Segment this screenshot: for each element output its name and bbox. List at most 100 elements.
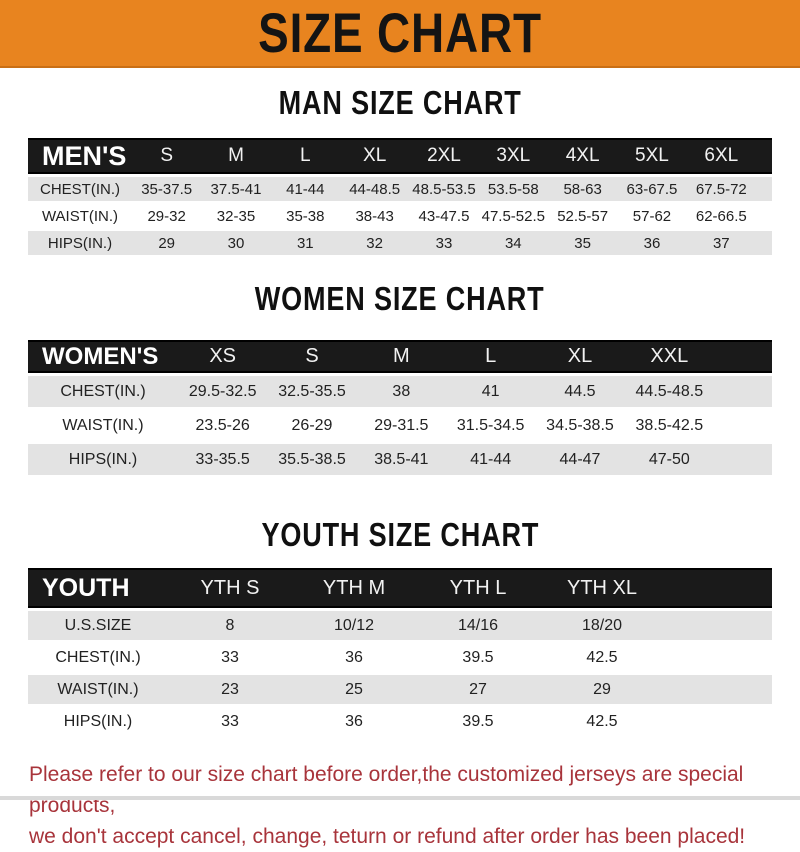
measurement-value: 36 (617, 231, 687, 255)
spacer-cell (664, 568, 772, 608)
size-column-header: L (445, 340, 536, 373)
measurement-value: 58-63 (547, 177, 618, 201)
size-column-header: YTH M (292, 568, 416, 608)
measurement-label: HIPS(IN.) (28, 231, 132, 255)
measurement-value: 44-48.5 (339, 177, 410, 201)
measurement-value: 33 (168, 643, 292, 672)
measurement-row: CHEST(IN.) 35-37.5 37.5-41 41-44 44-48.5 48.5… (28, 177, 772, 201)
measurement-value: 34 (478, 231, 548, 255)
measurement-value: 26-29 (267, 410, 357, 441)
size-column-header: XL (535, 340, 625, 373)
measurement-label: CHEST(IN.) (28, 376, 178, 407)
measurement-value: 33-35.5 (178, 444, 268, 475)
size-column-header: 5XL (617, 138, 687, 174)
measurement-value: 57-62 (617, 204, 687, 228)
women-size-chart-section: WOMEN SIZE CHART WOMEN'S XS S M L XL XXL CHEST(… (0, 282, 800, 478)
measurement-value: 29 (540, 675, 664, 704)
measurement-value: 37 (686, 231, 756, 255)
measurement-value: 41-44 (270, 177, 340, 201)
table-header-row: YOUTH YTH S YTH M YTH L YTH XL (28, 568, 772, 608)
youth-section-heading: YOUTH SIZE CHART (261, 516, 539, 553)
measurement-value: 29-32 (132, 204, 202, 228)
measurement-value: 38.5-42.5 (624, 410, 714, 441)
measurement-value: 38.5-41 (356, 444, 446, 475)
youth-size-chart-section: YOUTH SIZE CHART YOUTH YTH S YTH M YTH L YTH… (0, 518, 800, 739)
measurement-label: HIPS(IN.) (28, 444, 178, 475)
measurement-value: 29 (132, 231, 202, 255)
measurement-value: 37.5-41 (201, 177, 271, 201)
measurement-row: HIPS(IN.) 33 36 39.5 42.5 (28, 707, 772, 736)
spacer-cell (664, 675, 772, 704)
order-disclaimer: Please refer to our size chart before or… (25, 759, 775, 852)
table-corner-label: YOUTH (28, 568, 168, 608)
size-column-header: XS (178, 340, 268, 373)
measurement-label: U.S.SIZE (28, 611, 168, 640)
measurement-row: WAIST(IN.) 29-32 32-35 35-38 38-43 43-47.5 47.… (28, 204, 772, 228)
measurement-value: 14/16 (416, 611, 540, 640)
table-corner-label: WOMEN'S (28, 340, 178, 373)
measurement-value: 35 (547, 231, 618, 255)
measurement-value: 44-47 (535, 444, 625, 475)
youth-size-table: YOUTH YTH S YTH M YTH L YTH XL U.S.SIZE 8 10/12… (28, 565, 772, 739)
measurement-value: 32.5-35.5 (267, 376, 357, 407)
measurement-value: 27 (416, 675, 540, 704)
measurement-row: U.S.SIZE 8 10/12 14/16 18/20 (28, 611, 772, 640)
spacer-cell (714, 444, 772, 475)
measurement-value: 31.5-34.5 (445, 410, 536, 441)
measurement-value: 43-47.5 (409, 204, 479, 228)
measurement-value: 42.5 (540, 643, 664, 672)
measurement-value: 29.5-32.5 (178, 376, 268, 407)
measurement-row: CHEST(IN.) 33 36 39.5 42.5 (28, 643, 772, 672)
size-column-header: YTH L (416, 568, 540, 608)
table-corner-label: MEN'S (28, 138, 132, 174)
measurement-value: 25 (292, 675, 416, 704)
measurement-value: 48.5-53.5 (409, 177, 479, 201)
measurement-value: 35.5-38.5 (267, 444, 357, 475)
spacer-cell (714, 340, 772, 373)
measurement-row: WAIST(IN.) 23 25 27 29 (28, 675, 772, 704)
spacer-cell (756, 204, 772, 228)
measurement-value: 31 (270, 231, 340, 255)
measurement-value: 42.5 (540, 707, 664, 736)
disclaimer-line-2: we don't accept cancel, change, teturn o… (29, 825, 746, 848)
size-column-header: XL (339, 138, 410, 174)
measurement-label: WAIST(IN.) (28, 675, 168, 704)
table-header-row: MEN'S S M L XL 2XL 3XL 4XL 5XL 6XL (28, 138, 772, 174)
measurement-value: 23 (168, 675, 292, 704)
measurement-value: 39.5 (416, 643, 540, 672)
measurement-row: WAIST(IN.) 23.5-26 26-29 29-31.5 31.5-34.5 34… (28, 410, 772, 441)
table-header-row: WOMEN'S XS S M L XL XXL (28, 340, 772, 373)
size-column-header: 6XL (686, 138, 756, 174)
measurement-label: CHEST(IN.) (28, 177, 132, 201)
measurement-value: 41-44 (445, 444, 536, 475)
size-column-header: 4XL (547, 138, 618, 174)
measurement-value: 52.5-57 (547, 204, 618, 228)
measurement-row: HIPS(IN.) 29 30 31 32 33 34 35 36 37 (28, 231, 772, 255)
mens-size-table: MEN'S S M L XL 2XL 3XL 4XL 5XL 6XL CHEST(IN.) 35-37… (28, 135, 772, 258)
measurement-value: 38 (356, 376, 446, 407)
measurement-value: 44.5-48.5 (624, 376, 714, 407)
measurement-value: 33 (409, 231, 479, 255)
spacer-cell (756, 138, 772, 174)
spacer-cell (664, 707, 772, 736)
measurement-value: 38-43 (339, 204, 410, 228)
measurement-value: 30 (201, 231, 271, 255)
spacer-cell (714, 376, 772, 407)
measurement-value: 35-37.5 (132, 177, 202, 201)
measurement-value: 47-50 (624, 444, 714, 475)
measurement-value: 36 (292, 707, 416, 736)
spacer-cell (664, 611, 772, 640)
measurement-value: 62-66.5 (686, 204, 756, 228)
bottom-edge-strip (0, 796, 800, 800)
measurement-value: 32 (339, 231, 410, 255)
measurement-value: 44.5 (535, 376, 625, 407)
banner-title: SIZE CHART (258, 1, 542, 64)
measurement-row: HIPS(IN.) 33-35.5 35.5-38.5 38.5-41 41-44 44-… (28, 444, 772, 475)
measurement-value: 63-67.5 (617, 177, 687, 201)
measurement-value: 8 (168, 611, 292, 640)
measurement-label: WAIST(IN.) (28, 204, 132, 228)
women-section-heading: WOMEN SIZE CHART (255, 280, 545, 317)
measurement-value: 67.5-72 (686, 177, 756, 201)
measurement-label: WAIST(IN.) (28, 410, 178, 441)
measurement-row: CHEST(IN.) 29.5-32.5 32.5-35.5 38 41 44.5 44.5… (28, 376, 772, 407)
